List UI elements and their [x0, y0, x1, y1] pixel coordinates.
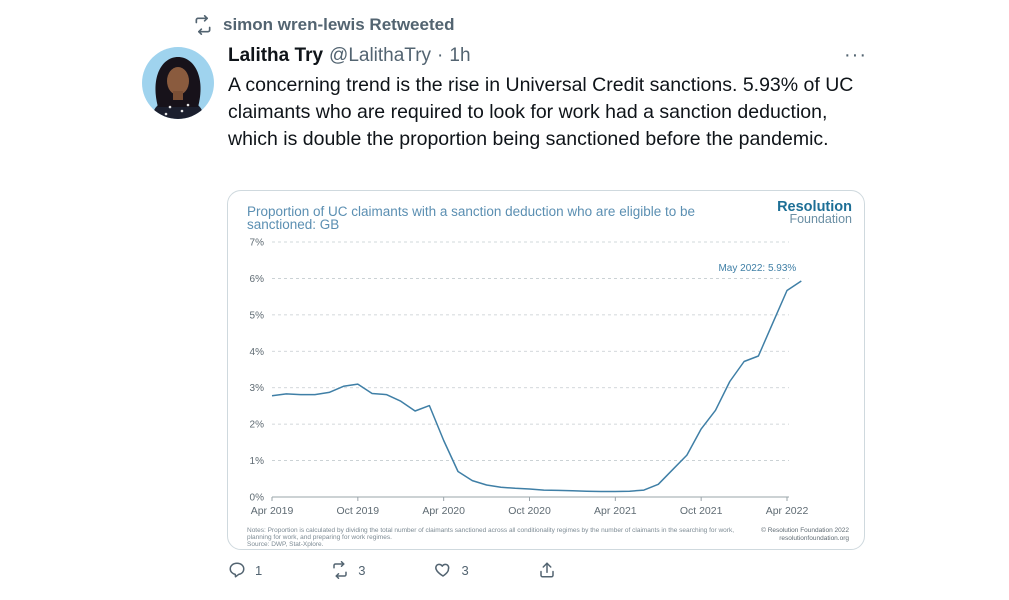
x-tick-label: Oct 2020 — [508, 505, 551, 517]
series-line — [271, 280, 802, 493]
retweet-context-label[interactable]: simon wren-lewis Retweeted — [223, 15, 455, 34]
y-tick-label: 4% — [250, 347, 265, 358]
chart-copyright: © Resolution Foundation 2022 — [761, 527, 849, 534]
like-button[interactable]: 3 — [434, 561, 469, 579]
x-tick-label: Apr 2021 — [594, 505, 637, 517]
chart-credit: © Resolution Foundation 2022 resolutionf… — [761, 527, 849, 543]
annotation-label: May 2022: 5.93% — [718, 263, 796, 274]
line-chart: 0% 1% 2% 3% 4% 5% 6% 7% Apr 2019 Oct 2019 Apr 2020… — [250, 238, 809, 518]
like-count: 3 — [461, 562, 469, 578]
author-name[interactable]: Lalitha Try — [228, 45, 324, 66]
x-tick-label: Oct 2021 — [680, 505, 723, 517]
retweet-context[interactable]: simon wren-lewis Retweeted — [193, 15, 454, 35]
x-tick-label: Oct 2019 — [337, 505, 380, 517]
reply-count: 1 — [255, 562, 263, 578]
tweet-actions: 1 3 3 — [228, 561, 556, 579]
reply-button[interactable]: 1 — [228, 561, 262, 579]
separator-dot: · — [437, 45, 444, 66]
share-icon — [539, 562, 554, 578]
y-tick-label: 1% — [250, 456, 265, 467]
chart-notes: Notes: Proportion is calculated by divid… — [247, 527, 747, 548]
tweet-timestamp[interactable]: 1h — [449, 45, 471, 66]
like-icon — [435, 563, 450, 577]
x-tick-label: Apr 2022 — [766, 505, 809, 517]
author-handle[interactable]: @LalithaTry — [329, 45, 432, 66]
chart-note-text: Notes: Proportion is calculated by divid… — [247, 527, 735, 541]
share-button[interactable] — [538, 561, 556, 579]
chart-title: Proportion of UC claimants with a sancti… — [247, 204, 695, 232]
avatar[interactable] — [142, 47, 214, 119]
logo-line-1: Resolution — [777, 199, 852, 215]
more-icon[interactable]: ··· — [844, 44, 867, 66]
retweet-button[interactable]: 3 — [331, 561, 365, 579]
logo-line-2: Foundation — [789, 212, 852, 226]
resolution-foundation-logo: Resolution Foundation — [777, 199, 852, 226]
y-tick-label: 2% — [250, 420, 265, 431]
y-tick-label: 7% — [250, 238, 265, 249]
chart-source-text: Source: DWP, Stat-Xplore. — [247, 541, 324, 548]
x-tick-label: Apr 2020 — [422, 505, 465, 517]
tweet-text: A concerning trend is the rise in Univer… — [228, 74, 854, 150]
tweet-header: Lalitha Try @LalithaTry · 1h — [228, 45, 471, 67]
retweet-icon — [195, 15, 211, 35]
y-tick-label: 0% — [250, 493, 265, 504]
reply-icon — [229, 562, 245, 578]
chart-image-card[interactable]: Proportion of UC claimants with a sancti… — [227, 190, 865, 550]
y-tick-label: 6% — [250, 274, 265, 285]
y-tick-label: 3% — [250, 383, 265, 394]
retweet-count: 3 — [358, 562, 366, 578]
retweet-icon — [333, 561, 347, 579]
x-tick-label: Apr 2019 — [251, 505, 294, 517]
y-tick-label: 5% — [250, 310, 265, 321]
chart-site: resolutionfoundation.org — [779, 535, 849, 542]
